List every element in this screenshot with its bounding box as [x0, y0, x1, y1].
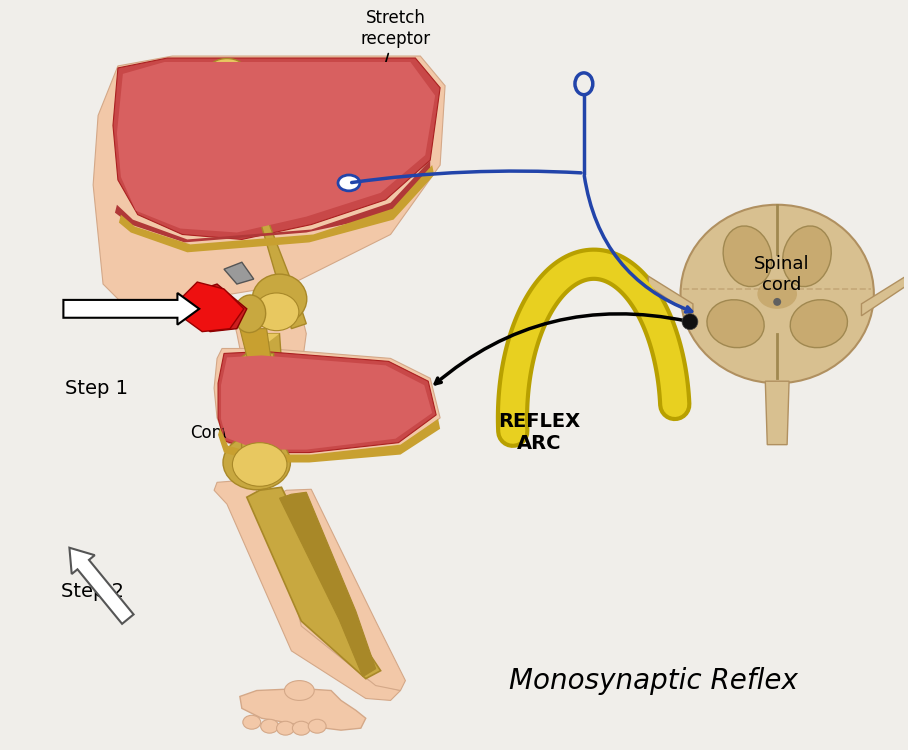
Ellipse shape	[723, 226, 772, 286]
Polygon shape	[232, 294, 306, 442]
Polygon shape	[280, 492, 376, 676]
Ellipse shape	[284, 680, 314, 700]
Ellipse shape	[783, 226, 831, 286]
Polygon shape	[218, 352, 436, 452]
Polygon shape	[224, 262, 253, 284]
Text: Stretch
receptor: Stretch receptor	[350, 9, 430, 178]
Polygon shape	[240, 328, 271, 368]
Ellipse shape	[254, 293, 299, 331]
Text: Step 1: Step 1	[65, 379, 128, 398]
Polygon shape	[240, 353, 281, 463]
Polygon shape	[187, 284, 247, 332]
Polygon shape	[253, 334, 286, 438]
Polygon shape	[115, 160, 430, 242]
Ellipse shape	[790, 300, 847, 348]
Ellipse shape	[232, 442, 287, 486]
Text: REFLEX
ARC: REFLEX ARC	[498, 413, 580, 453]
Polygon shape	[214, 349, 440, 458]
Polygon shape	[247, 488, 380, 679]
Ellipse shape	[757, 279, 797, 309]
Ellipse shape	[242, 716, 261, 729]
Ellipse shape	[707, 300, 765, 348]
Polygon shape	[221, 356, 432, 449]
FancyArrow shape	[69, 548, 133, 624]
Polygon shape	[94, 56, 445, 314]
Polygon shape	[214, 66, 306, 328]
Ellipse shape	[277, 722, 294, 735]
Ellipse shape	[234, 295, 266, 332]
Ellipse shape	[774, 298, 781, 306]
Polygon shape	[270, 489, 406, 691]
Text: Step 2: Step 2	[62, 582, 124, 601]
Polygon shape	[240, 688, 366, 730]
Polygon shape	[214, 480, 400, 700]
Polygon shape	[648, 276, 693, 316]
Polygon shape	[260, 334, 280, 344]
Ellipse shape	[252, 274, 307, 324]
FancyArrow shape	[64, 293, 199, 325]
Ellipse shape	[309, 719, 326, 734]
Polygon shape	[117, 62, 435, 232]
Text: Stretch: Stretch	[167, 116, 227, 168]
Polygon shape	[113, 58, 440, 239]
Text: Spinal
cord: Spinal cord	[755, 255, 810, 293]
Ellipse shape	[682, 314, 698, 330]
Text: Contraction: Contraction	[191, 393, 376, 442]
Ellipse shape	[223, 435, 291, 490]
Ellipse shape	[292, 722, 311, 735]
Ellipse shape	[261, 719, 279, 734]
Polygon shape	[862, 276, 906, 316]
Polygon shape	[177, 282, 244, 332]
Ellipse shape	[680, 205, 873, 383]
Ellipse shape	[338, 175, 360, 190]
Ellipse shape	[208, 58, 246, 83]
Polygon shape	[218, 419, 440, 463]
Polygon shape	[119, 165, 434, 252]
Text: Monosynaptic Reflex: Monosynaptic Reflex	[508, 668, 798, 695]
Polygon shape	[765, 381, 789, 445]
